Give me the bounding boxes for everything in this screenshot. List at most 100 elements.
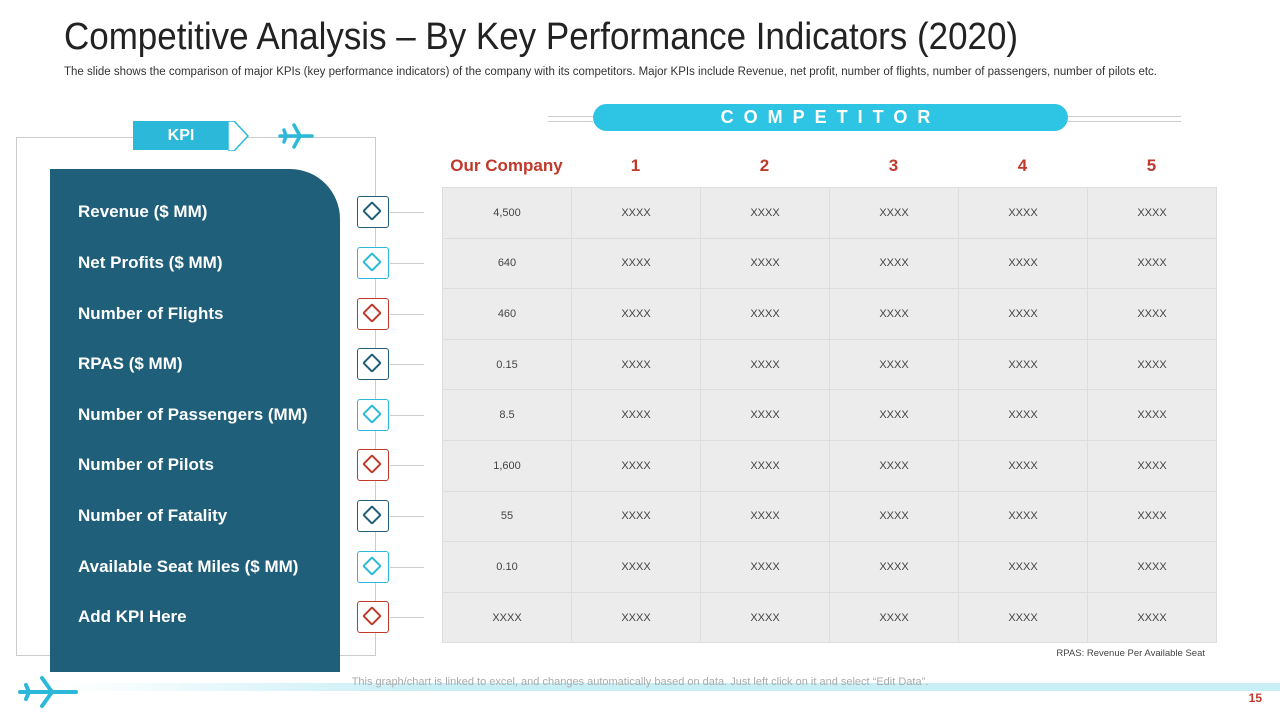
table-row: 460 XXXX XXXX XXXX XXXX XXXX [442,288,1217,340]
table-cell: 1,600 [442,439,572,492]
column-header: 3 [888,155,899,175]
table-cell: XXXX [829,187,959,239]
table-cell: XXXX [571,541,701,593]
table-cell: XXXX [442,591,572,644]
table-row: 8.5 XXXX XXXX XXXX XXXX XXXX [442,389,1217,441]
banner-line [548,116,593,122]
table-cell: XXXX [958,237,1088,290]
connector [390,414,424,416]
table-cell: XXXX [829,288,959,340]
table-cell: XXXX [958,541,1088,593]
table-cell: XXXX [1087,237,1217,290]
table-cell: XXXX [571,288,701,340]
kpi-label: RPAS ($ MM) [78,354,183,374]
column-header: Our Company [450,155,563,175]
connector [390,465,424,467]
connector [390,617,424,619]
table-cell: XXXX [700,439,830,492]
table-cell: XXXX [700,338,830,391]
table-cell: XXXX [571,389,701,441]
table-cell: XXXX [958,490,1088,543]
competitor-banner: COMPETITOR [593,104,1068,131]
kpi-label: Available Seat Miles ($ MM) [78,556,299,576]
table-cell: 4,500 [442,187,572,239]
table-cell: XXXX [1087,288,1217,340]
table-cell: XXXX [1087,541,1217,593]
kpi-label: Number of Fatality [78,505,228,525]
table-row: 0.15 XXXX XXXX XXXX XXXX XXXX [442,338,1217,391]
plane-arrow [228,121,314,151]
table-cell: XXXX [958,338,1088,391]
kpi-tag: KPI [133,121,229,150]
table-cell: 0.10 [442,541,572,593]
kpi-icon [357,398,389,431]
kpi-label: Number of Pilots [78,455,215,475]
connector [390,212,424,214]
table-cell: XXXX [571,237,701,290]
kpi-label: Add KPI Here [78,607,187,627]
kpi-panel [50,169,340,672]
table-cell: XXXX [829,338,959,391]
table-cell: XXXX [829,541,959,593]
table-cell: XXXX [958,389,1088,441]
table-cell: XXXX [1087,439,1217,492]
connector [390,566,424,568]
table-cell: XXXX [1087,591,1217,644]
table-cell: XXXX [571,187,701,239]
table-cell: XXXX [829,439,959,492]
connector [390,313,424,315]
banner-line [1068,116,1181,122]
table-cell: XXXX [700,288,830,340]
column-header: 4 [1017,155,1028,175]
table-cell: XXXX [829,490,959,543]
table-cell: XXXX [829,591,959,644]
kpi-label: Net Profits ($ MM) [78,252,223,272]
table-cell: XXXX [700,187,830,239]
connector [390,262,424,264]
table-cell: XXXX [1087,187,1217,239]
column-header: 1 [630,155,641,175]
column-header: 2 [759,155,770,175]
footer-plane [18,676,78,708]
table-cell: XXXX [829,389,959,441]
table-cell: XXXX [958,187,1088,239]
table-cell: XXXX [829,237,959,290]
kpi-label: Number of Passengers (MM) [78,404,308,424]
connector [390,515,424,517]
column-header: 5 [1146,155,1157,175]
title: Competitive Analysis – By Key Performanc… [64,16,1019,58]
table-cell: XXXX [958,439,1088,492]
table-cell: XXXX [1087,338,1217,391]
table-cell: XXXX [700,541,830,593]
table-cell: XXXX [700,591,830,644]
table-row: 640 XXXX XXXX XXXX XXXX XXXX [442,237,1217,290]
table-cell: 460 [442,288,572,340]
kpi-icon [357,246,389,279]
table-cell: XXXX [700,490,830,543]
footnote: RPAS: Revenue Per Available Seat [1056,648,1205,659]
kpi-icon [357,297,389,330]
subtitle: The slide shows the comparison of major … [64,66,1157,78]
table-row: 4,500 XXXX XXXX XXXX XXXX XXXX [442,187,1217,239]
table-cell: 0.15 [442,338,572,391]
table-cell: XXXX [958,288,1088,340]
table-row: 0.10 XXXX XXXX XXXX XXXX XXXX [442,541,1217,593]
table-cell: XXXX [571,439,701,492]
kpi-icon [357,348,389,381]
table-row: 55 XXXX XXXX XXXX XXXX XXXX [442,490,1217,543]
kpi-label: Number of Flights [78,303,224,323]
kpi-icon [357,196,389,229]
table-row: XXXX XXXX XXXX XXXX XXXX XXXX [442,591,1217,644]
table-cell: XXXX [700,237,830,290]
table-cell: 55 [442,490,572,543]
footer-bar [60,683,1280,691]
kpi-label: Revenue ($ MM) [78,202,208,222]
table-cell: XXXX [958,591,1088,644]
table-cell: XXXX [1087,490,1217,543]
table-cell: XXXX [1087,389,1217,441]
kpi-icon [357,449,389,482]
kpi-table: 4,500 XXXX XXXX XXXX XXXX XXXX 640 XXXX XXXX XXXX… [442,187,1217,644]
table-cell: XXXX [700,389,830,441]
kpi-icon [357,550,389,583]
